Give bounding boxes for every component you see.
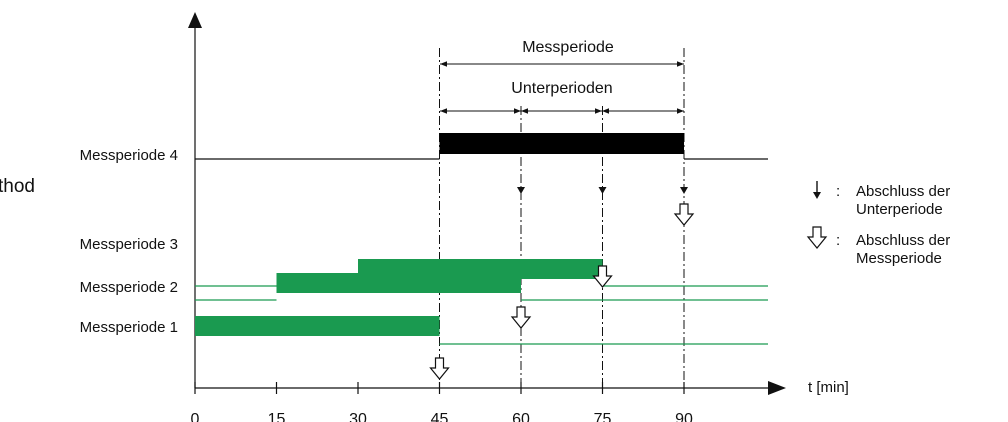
solid-down-arrow-icon bbox=[598, 187, 607, 194]
svg-text::: : bbox=[836, 183, 840, 200]
svg-text::: : bbox=[836, 232, 840, 249]
row-label: Messperiode 3 bbox=[80, 236, 178, 253]
period-bar bbox=[195, 316, 440, 336]
x-tick-label: 45 bbox=[431, 411, 449, 422]
period-end-markers bbox=[429, 187, 695, 380]
x-axis-label: t [min] bbox=[808, 379, 849, 396]
unterperioden-dimension: Unterperioden bbox=[440, 80, 684, 114]
solid-down-arrow-icon bbox=[813, 181, 821, 199]
hollow-down-arrow-icon bbox=[510, 306, 532, 329]
x-tick-label: 90 bbox=[675, 411, 693, 422]
legend-sub-line1: Abschluss der bbox=[856, 183, 950, 200]
legend-main-line2: Messperiode bbox=[856, 250, 942, 267]
messperiode-header-label: Messperiode bbox=[522, 39, 614, 56]
x-tick-label: 0 bbox=[191, 411, 200, 422]
row-label: Messperiode 1 bbox=[80, 319, 178, 336]
hollow-down-arrow-icon bbox=[806, 226, 828, 249]
x-tick-label: 60 bbox=[512, 411, 530, 422]
hollow-down-arrow-icon bbox=[429, 357, 450, 380]
solid-down-arrow-icon bbox=[680, 187, 688, 194]
period-boundary-lines bbox=[439, 48, 685, 388]
unterperioden-header-label: Unterperioden bbox=[511, 80, 612, 97]
x-tick-label: 15 bbox=[268, 411, 286, 422]
period-rows: Messperiode 4 Messperiode 3 Messperiode 2 M… bbox=[80, 133, 768, 345]
x-tick-label: 75 bbox=[594, 411, 612, 422]
x-tick-label: 30 bbox=[349, 411, 367, 422]
row-label: Messperiode 4 bbox=[80, 147, 178, 164]
hollow-down-arrow-icon bbox=[592, 265, 613, 288]
cropped-text-fragment: thod bbox=[0, 176, 35, 197]
solid-down-arrow-icon bbox=[517, 187, 525, 194]
period-bar bbox=[439, 133, 684, 154]
messperiode-dimension: Messperiode bbox=[440, 39, 684, 67]
legend-main-line1: Abschluss der bbox=[856, 232, 950, 249]
x-axis: t [min] bbox=[195, 379, 849, 396]
legend: : Abschluss der Unterperiode : Abschluss… bbox=[806, 181, 950, 267]
legend-sub-line2: Unterperiode bbox=[856, 201, 943, 218]
period-bar bbox=[276, 273, 521, 293]
row-label: Messperiode 2 bbox=[80, 279, 178, 296]
hollow-down-arrow-icon bbox=[673, 203, 695, 226]
